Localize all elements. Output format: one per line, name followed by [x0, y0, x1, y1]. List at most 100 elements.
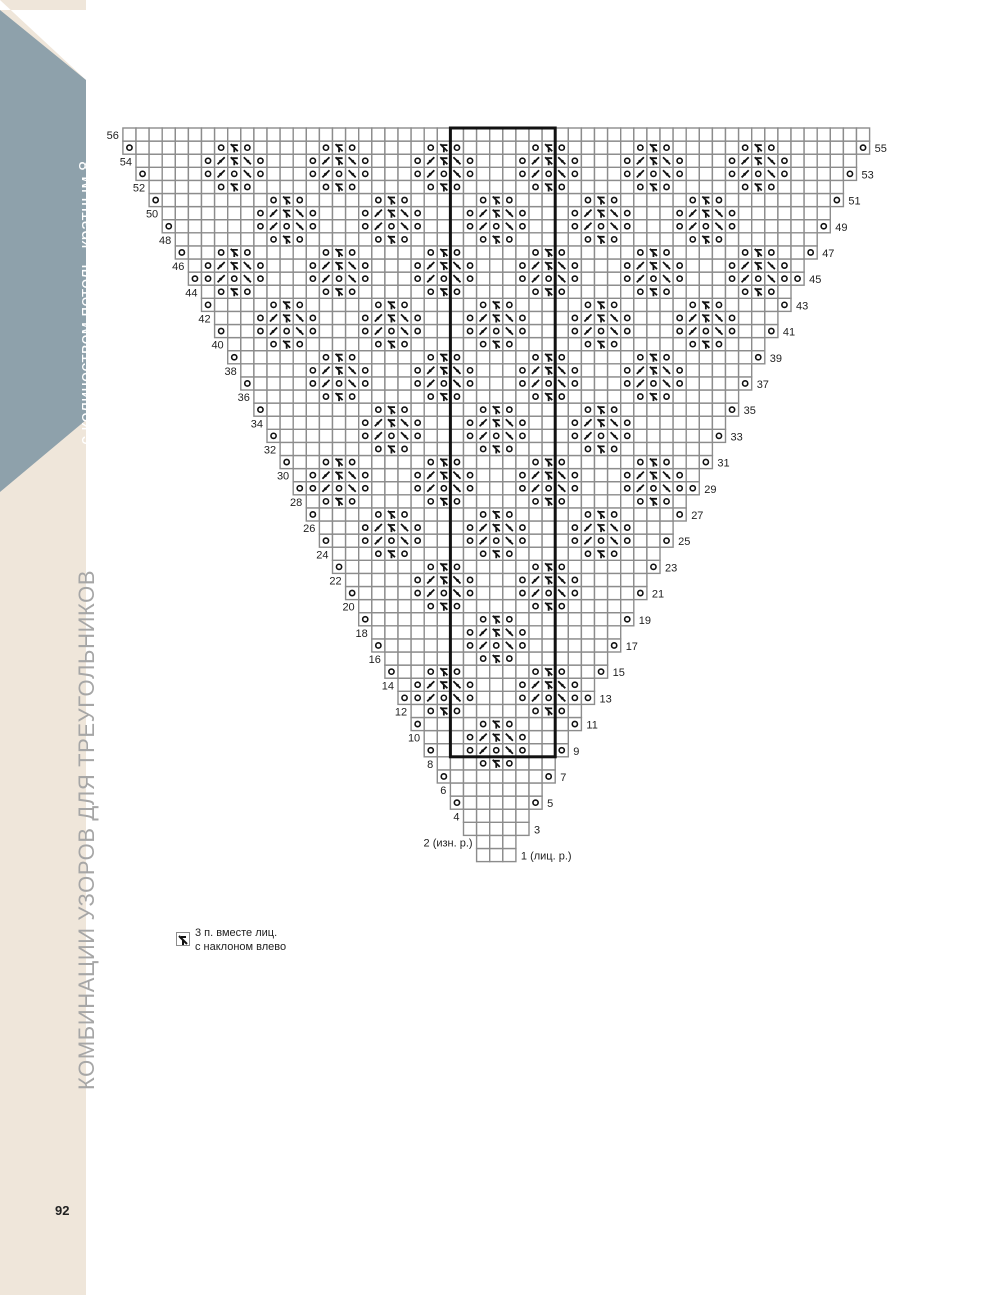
- chart-cell: [200, 232, 216, 247]
- chart-cell: [305, 284, 321, 300]
- chart-cell: [764, 232, 779, 247]
- row-label-right: 27: [691, 510, 703, 522]
- yarn-over-icon: [623, 366, 631, 374]
- chart-cell: [449, 441, 465, 457]
- chart-cell: [567, 310, 583, 326]
- chart-cell: [593, 559, 609, 575]
- yarn-over-icon: [309, 484, 317, 492]
- sk2p-left-icon: [230, 143, 239, 153]
- chart-cell: [567, 245, 583, 260]
- yarn-over-icon: [702, 327, 710, 335]
- chart-cell: [371, 297, 386, 313]
- chart-cell: [253, 402, 268, 417]
- chart-cell: [423, 428, 439, 444]
- yarn-over-icon: [519, 209, 526, 217]
- yarn-over-icon: [374, 445, 382, 453]
- yarn-over-icon: [427, 668, 435, 676]
- chart-cell: [580, 258, 596, 273]
- k2tog-icon: [478, 326, 488, 336]
- chart-cell: [397, 612, 412, 627]
- yarn-over-icon: [623, 484, 631, 492]
- chart-cell: [200, 166, 216, 182]
- chart-cell: [685, 454, 701, 470]
- yarn-over-icon: [427, 707, 435, 715]
- ssk-icon: [452, 470, 462, 480]
- yarn-over-icon: [519, 471, 526, 479]
- chart-cell: [620, 179, 635, 195]
- chart-cell: [226, 218, 242, 234]
- chart-cell: [436, 166, 452, 182]
- k2tog-icon: [426, 156, 435, 165]
- yarn-over-icon: [636, 353, 644, 361]
- chart-cell: [502, 389, 517, 404]
- chart-cell: [528, 651, 543, 666]
- row-label-right: 7: [560, 772, 566, 784]
- chart-cell: [462, 415, 478, 431]
- legend-line-2: с наклоном влево: [195, 941, 287, 953]
- chart-cell: [580, 232, 596, 247]
- chart-cell: [646, 559, 661, 575]
- sk2p-left-icon: [649, 470, 658, 480]
- sk2p-left-icon: [439, 366, 449, 375]
- chart-cell: [148, 127, 163, 142]
- ssk-icon: [505, 313, 514, 323]
- ssk-icon: [609, 208, 619, 218]
- chart-cell: [462, 363, 478, 378]
- row-label-left: 4: [453, 811, 459, 823]
- chart-cell: [567, 507, 583, 522]
- chart-cell: [449, 756, 465, 771]
- chart-cell: [620, 598, 635, 614]
- chart-cell: [292, 350, 308, 365]
- chart-cell: [515, 467, 530, 483]
- chart-cell: [187, 258, 203, 273]
- chart-cell: [816, 205, 832, 221]
- chart-cell: [423, 638, 439, 653]
- ssk-icon: [452, 261, 462, 270]
- sk2p-left-icon: [544, 575, 553, 585]
- chart-cell: [462, 284, 478, 300]
- chart-cell: [449, 716, 465, 732]
- chart-cell: [462, 769, 478, 784]
- chart-cell: [698, 376, 714, 391]
- ssk-icon: [295, 208, 304, 218]
- chart-cell: [489, 533, 504, 548]
- chart-cell: [672, 297, 687, 313]
- yarn-over-icon: [505, 340, 513, 348]
- chart-cell: [240, 310, 255, 326]
- yarn-over-icon: [767, 144, 775, 152]
- chart-cell: [620, 297, 635, 313]
- chart-cell: [344, 218, 360, 234]
- chart-cell: [541, 127, 556, 142]
- yarn-over-icon: [584, 340, 592, 348]
- chart-cell: [698, 166, 714, 182]
- chart-cell: [358, 441, 373, 457]
- chart-cell: [685, 127, 701, 142]
- chart-cell: [502, 716, 517, 732]
- chart-cell: [489, 389, 504, 404]
- chart-cell: [358, 310, 373, 326]
- chart-cell: [449, 625, 465, 640]
- chart-cell: [371, 232, 386, 247]
- chart-cell: [253, 323, 268, 339]
- chart-cell: [580, 297, 596, 313]
- chart-cell: [475, 664, 491, 679]
- yarn-over-icon: [571, 262, 579, 269]
- chart-cell: [515, 612, 530, 627]
- chart-cell: [528, 533, 543, 548]
- chart-cell: [397, 166, 412, 182]
- yarn-over-icon: [623, 419, 631, 427]
- chart-cell: [502, 559, 517, 575]
- chart-cell: [423, 127, 439, 142]
- chart-cell: [515, 310, 530, 326]
- yarn-over-icon: [558, 746, 566, 754]
- yarn-over-icon: [296, 235, 304, 243]
- chart-cell: [410, 415, 425, 431]
- chart-cell: [659, 520, 674, 535]
- chart-cell: [358, 598, 373, 614]
- chart-cell: [502, 179, 517, 195]
- k2tog-icon: [478, 523, 488, 532]
- ssk-icon: [452, 379, 462, 388]
- chart-cell: [318, 218, 334, 234]
- chart-cell: [502, 821, 517, 837]
- yarn-over-icon: [558, 353, 566, 361]
